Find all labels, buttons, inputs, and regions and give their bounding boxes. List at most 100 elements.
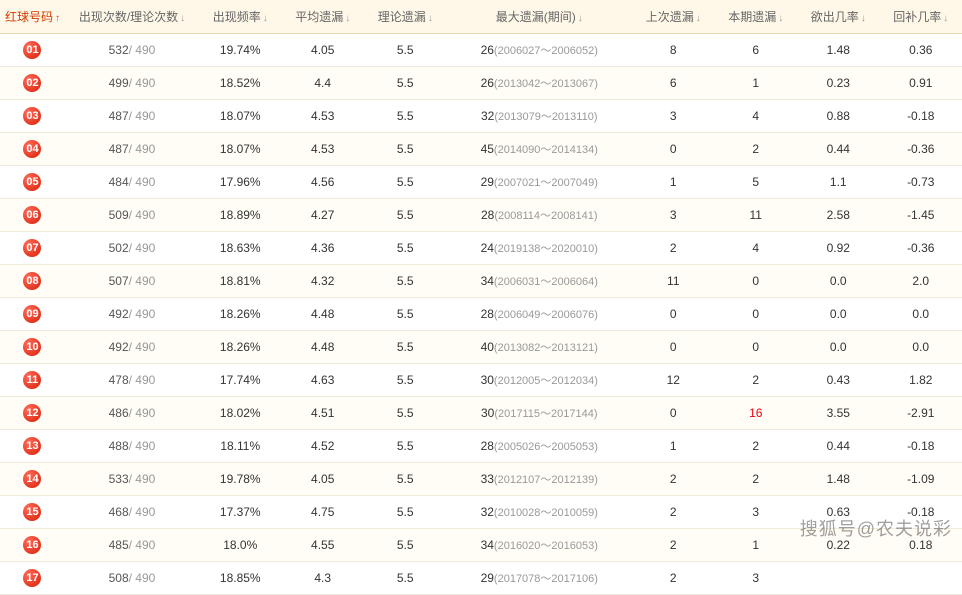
col-header-6[interactable]: 上次遗漏↓ [632,0,714,34]
theory-miss-cell: 5.5 [364,265,446,298]
red-ball: 10 [23,338,41,356]
out-prob-cell: 0.63 [797,496,879,529]
red-ball: 03 [23,107,41,125]
last-miss-cell: 6 [632,67,714,100]
max-miss-period: (2010028～2010059) [494,507,598,519]
col-header-9[interactable]: 回补几率↓ [879,0,962,34]
red-ball: 06 [23,206,41,224]
out-prob-cell [797,562,879,595]
out-prob-cell: 0.0 [797,298,879,331]
last-miss-cell: 3 [632,100,714,133]
col-header-4[interactable]: 理论遗漏↓ [364,0,446,34]
freq-cell: 18.07% [199,133,281,166]
sort-arrow-icon: ↓ [778,13,783,24]
last-miss-cell: 8 [632,34,714,67]
red-ball: 13 [23,437,41,455]
freq-cell: 17.37% [199,496,281,529]
col-header-2[interactable]: 出现频率↓ [199,0,281,34]
back-prob-cell: -0.18 [879,496,962,529]
out-prob-cell: 0.92 [797,232,879,265]
col-header-7[interactable]: 本期遗漏↓ [715,0,797,34]
avg-miss-cell: 4.27 [281,199,363,232]
back-prob-cell: 0.18 [879,529,962,562]
theory-miss-cell: 5.5 [364,298,446,331]
theory-miss-cell: 5.5 [364,199,446,232]
cur-miss-cell: 2 [715,133,797,166]
red-ball: 07 [23,239,41,257]
col-header-3[interactable]: 平均遗漏↓ [281,0,363,34]
table-row: 01532/ 49019.74%4.055.526(2006027～200605… [0,34,962,67]
avg-miss-cell: 4.52 [281,430,363,463]
cur-miss-cell: 1 [715,529,797,562]
count-actual: 508 [109,571,129,585]
back-prob-cell: 2.0 [879,265,962,298]
count-theory: / 490 [129,175,156,189]
last-miss-cell: 0 [632,133,714,166]
out-prob-cell: 2.58 [797,199,879,232]
avg-miss-cell: 4.4 [281,67,363,100]
table-row: 04487/ 49018.07%4.535.545(2014090～201413… [0,133,962,166]
avg-miss-cell: 4.75 [281,496,363,529]
back-prob-cell: -1.45 [879,199,962,232]
col-label: 出现频率 [213,10,261,24]
col-header-0[interactable]: 红球号码↑ [0,0,65,34]
col-label: 最大遗漏(期间) [496,10,576,24]
theory-miss-cell: 5.5 [364,67,446,100]
table-row: 10492/ 49018.26%4.485.540(2013082～201312… [0,331,962,364]
theory-miss-cell: 5.5 [364,133,446,166]
freq-cell: 19.74% [199,34,281,67]
col-header-5[interactable]: 最大遗漏(期间)↓ [446,0,632,34]
max-miss: 32 [481,109,494,123]
cur-miss-cell: 2 [715,364,797,397]
max-miss: 26 [481,76,494,90]
out-prob-cell: 0.88 [797,100,879,133]
count-theory: / 490 [129,505,156,519]
max-miss-period: (2006049～2006076) [494,309,598,321]
avg-miss-cell: 4.48 [281,331,363,364]
cur-miss-cell: 2 [715,463,797,496]
out-prob-cell: 0.22 [797,529,879,562]
col-header-1[interactable]: 出现次数/理论次数↓ [65,0,199,34]
count-theory: / 490 [129,76,156,90]
count-actual: 468 [109,505,129,519]
count-actual: 499 [109,76,129,90]
last-miss-cell: 12 [632,364,714,397]
last-miss-cell: 2 [632,232,714,265]
last-miss-cell: 1 [632,430,714,463]
count-actual: 485 [109,538,129,552]
cur-miss-cell: 0 [715,331,797,364]
max-miss: 34 [481,274,494,288]
theory-miss-cell: 5.5 [364,430,446,463]
back-prob-cell: -0.18 [879,100,962,133]
avg-miss-cell: 4.63 [281,364,363,397]
count-theory: / 490 [129,373,156,387]
avg-miss-cell: 4.56 [281,166,363,199]
red-ball: 14 [23,470,41,488]
freq-cell: 18.26% [199,331,281,364]
red-ball: 01 [23,41,41,59]
count-theory: / 490 [129,571,156,585]
col-label: 上次遗漏 [646,10,694,24]
count-actual: 484 [109,175,129,189]
theory-miss-cell: 5.5 [364,397,446,430]
max-miss: 28 [481,208,494,222]
count-theory: / 490 [129,307,156,321]
last-miss-cell: 1 [632,166,714,199]
out-prob-cell: 1.1 [797,166,879,199]
freq-cell: 18.11% [199,430,281,463]
table-row: 12486/ 49018.02%4.515.530(2017115～201714… [0,397,962,430]
sort-arrow-icon: ↓ [428,13,433,24]
count-theory: / 490 [129,241,156,255]
red-ball: 08 [23,272,41,290]
max-miss: 40 [481,340,494,354]
freq-cell: 19.78% [199,463,281,496]
count-actual: 492 [109,307,129,321]
freq-cell: 18.81% [199,265,281,298]
col-header-8[interactable]: 欲出几率↓ [797,0,879,34]
col-label: 红球号码 [5,10,53,24]
cur-miss-cell: 3 [715,496,797,529]
freq-cell: 18.63% [199,232,281,265]
cur-miss-cell: 11 [715,199,797,232]
max-miss: 30 [481,406,494,420]
stats-table: 红球号码↑出现次数/理论次数↓出现频率↓平均遗漏↓理论遗漏↓最大遗漏(期间)↓上… [0,0,962,595]
